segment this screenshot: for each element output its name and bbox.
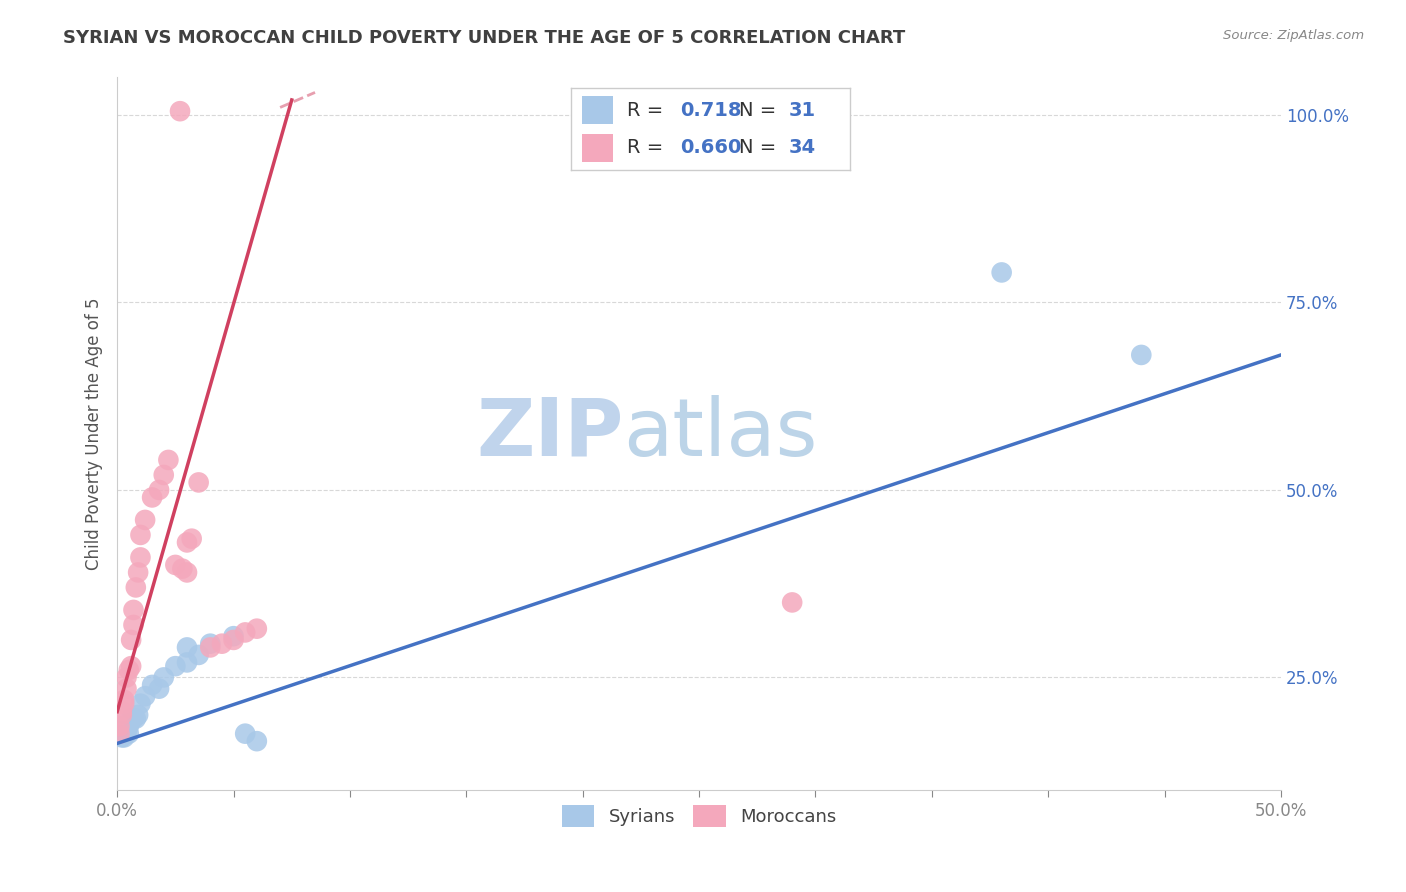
Point	[115, 670, 138, 684]
Point	[112, 697, 135, 711]
Text: SYRIAN VS MOROCCAN CHILD POVERTY UNDER THE AGE OF 5 CORRELATION CHART: SYRIAN VS MOROCCAN CHILD POVERTY UNDER T…	[63, 29, 905, 46]
Point	[120, 659, 142, 673]
Text: ZIP: ZIP	[477, 394, 623, 473]
Point	[112, 731, 135, 745]
Point	[148, 483, 170, 497]
Point	[120, 712, 142, 726]
Point	[115, 723, 138, 737]
Point	[108, 726, 131, 740]
Point	[211, 637, 233, 651]
Text: Source: ZipAtlas.com: Source: ZipAtlas.com	[1223, 29, 1364, 42]
Point	[111, 726, 134, 740]
Point	[200, 640, 222, 655]
Point	[112, 726, 135, 740]
Point	[152, 670, 174, 684]
Point	[129, 697, 152, 711]
Point	[148, 681, 170, 696]
Point	[111, 723, 134, 737]
Point	[127, 566, 149, 580]
Point	[108, 726, 131, 740]
Point	[222, 629, 245, 643]
Point	[165, 659, 187, 673]
Point	[165, 558, 187, 572]
Point	[1130, 348, 1153, 362]
Point	[125, 581, 148, 595]
Y-axis label: Child Poverty Under the Age of 5: Child Poverty Under the Age of 5	[86, 297, 103, 570]
Point	[780, 595, 803, 609]
Point	[118, 719, 141, 733]
Point	[246, 622, 269, 636]
Point	[169, 104, 191, 119]
Point	[122, 618, 145, 632]
Point	[112, 693, 135, 707]
Point	[134, 513, 156, 527]
Point	[233, 726, 256, 740]
Point	[125, 712, 148, 726]
Point	[246, 734, 269, 748]
Point	[187, 648, 209, 662]
Point	[180, 532, 202, 546]
Point	[115, 681, 138, 696]
Point	[172, 562, 194, 576]
Point	[122, 603, 145, 617]
Point	[176, 640, 198, 655]
Point	[176, 566, 198, 580]
Point	[120, 632, 142, 647]
Point	[111, 707, 134, 722]
Point	[111, 731, 134, 745]
Point	[129, 550, 152, 565]
Point	[108, 723, 131, 737]
Point	[118, 726, 141, 740]
Point	[176, 656, 198, 670]
Point	[115, 726, 138, 740]
Point	[127, 707, 149, 722]
Legend: Syrians, Moroccans: Syrians, Moroccans	[554, 797, 844, 834]
Text: atlas: atlas	[623, 394, 818, 473]
Point	[134, 689, 156, 703]
Point	[200, 637, 222, 651]
Point	[233, 625, 256, 640]
Point	[152, 467, 174, 482]
Point	[141, 678, 163, 692]
Point	[129, 528, 152, 542]
Point	[222, 632, 245, 647]
Point	[187, 475, 209, 490]
Point	[118, 663, 141, 677]
Point	[112, 719, 135, 733]
Point	[111, 704, 134, 718]
Point	[108, 719, 131, 733]
Point	[122, 712, 145, 726]
Point	[176, 535, 198, 549]
Point	[157, 453, 180, 467]
Point	[990, 265, 1012, 279]
Point	[141, 491, 163, 505]
